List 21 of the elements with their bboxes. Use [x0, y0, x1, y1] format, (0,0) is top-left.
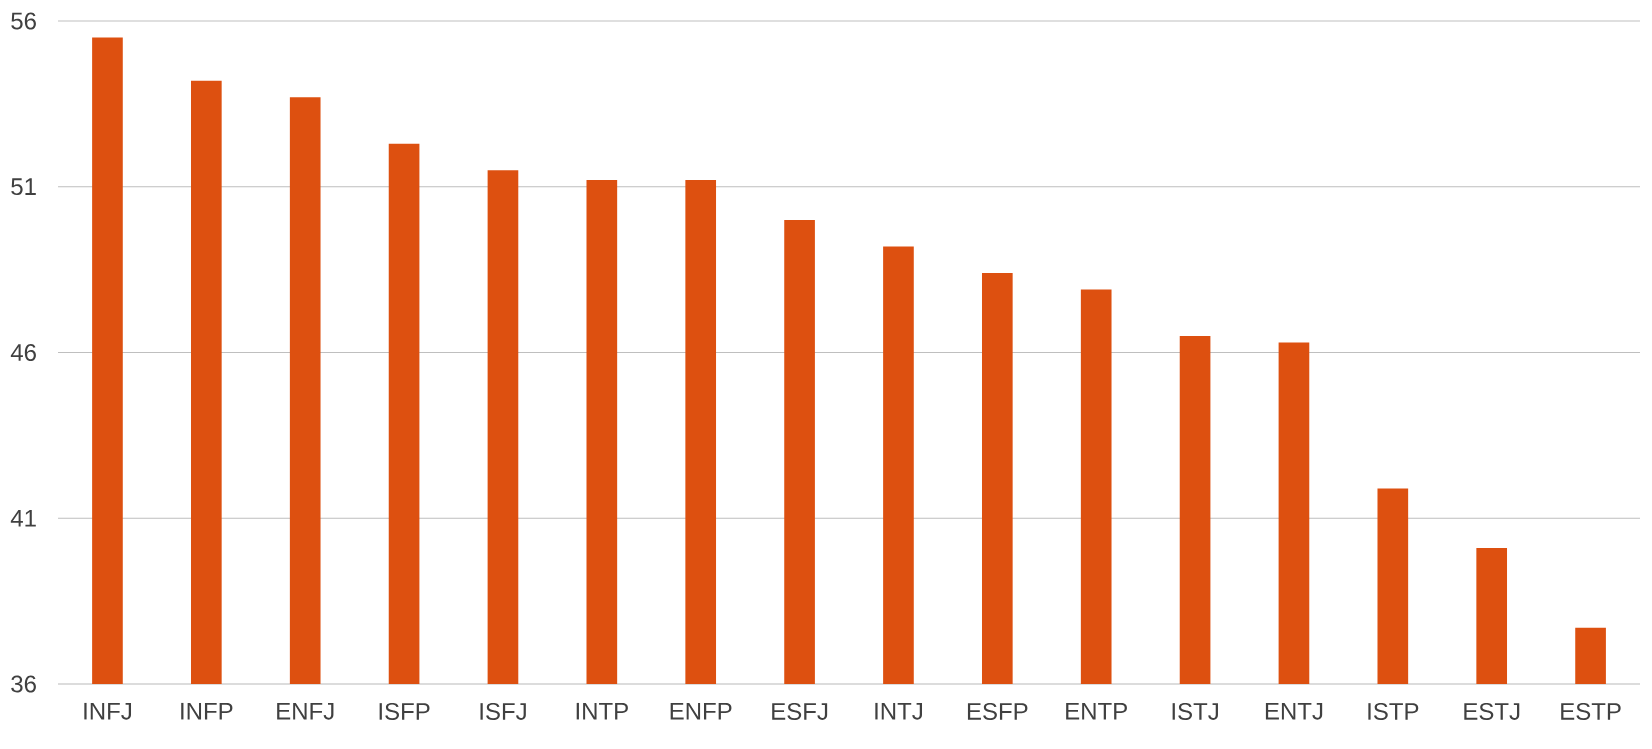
x-tick-label: ENFJ [277, 702, 334, 720]
x-tick-label: ESFJ [772, 702, 828, 720]
x-tick-label: ISTP [1368, 702, 1419, 720]
y-tick-label: 56 [11, 12, 36, 30]
x-tick-label: ESTP [1561, 702, 1621, 720]
x-tick-label: ISFJ [480, 702, 526, 720]
x-tick-label: INTP [576, 702, 628, 720]
x-tick-label: ENFP [670, 702, 732, 720]
x-tick-label: ISFP [379, 702, 430, 720]
x-tick-label: INFJ [84, 702, 132, 720]
y-tick-label: 46 [10, 343, 36, 361]
x-tick-label: ESFP [967, 702, 1028, 720]
x-tick-label: ISTJ [1172, 702, 1218, 720]
x-tick-label: ENTP [1066, 702, 1127, 720]
x-tick-label: INFP [181, 702, 233, 720]
x-tick-label: INTJ [875, 702, 923, 720]
y-tick-label: 41 [10, 509, 36, 527]
y-tick-label: 51 [11, 178, 36, 196]
y-tick-label: 36 [11, 675, 36, 693]
x-tick-label: ESTJ [1464, 702, 1520, 720]
x-tick-label: ENTJ [1265, 702, 1323, 720]
